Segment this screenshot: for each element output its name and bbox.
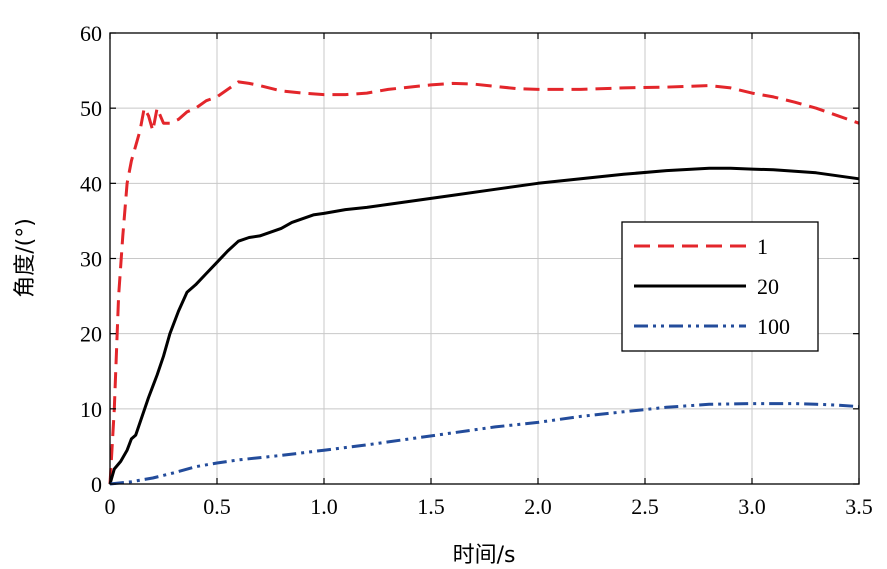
y-tick-label: 60 bbox=[80, 21, 102, 46]
x-axis-title: 时间/s bbox=[453, 543, 516, 568]
x-tick-label: 2.5 bbox=[631, 494, 659, 519]
legend-label-1: 1 bbox=[757, 234, 768, 259]
x-tick-label: 3.5 bbox=[845, 494, 873, 519]
tick-labels: 0 0.5 1.0 1.5 2.0 2.5 3.0 3.5 0 10 20 30 40 50 60 bbox=[80, 21, 873, 519]
y-tick-label: 20 bbox=[80, 322, 102, 347]
x-tick-label: 0.5 bbox=[203, 494, 231, 519]
y-tick-label: 10 bbox=[80, 397, 102, 422]
y-tick-label: 40 bbox=[80, 171, 102, 196]
series-group bbox=[108, 80, 860, 486]
y-tick-label: 50 bbox=[80, 96, 102, 121]
x-tick-label: 1.5 bbox=[417, 494, 445, 519]
legend-label-20: 20 bbox=[757, 274, 779, 299]
y-tick-label: 0 bbox=[91, 472, 102, 497]
legend-label-100: 100 bbox=[757, 314, 790, 339]
series-line-100 bbox=[109, 402, 860, 486]
x-tick-label: 3.0 bbox=[738, 494, 766, 519]
y-tick-label: 30 bbox=[80, 247, 102, 272]
series-line-20 bbox=[108, 166, 860, 485]
x-tick-label: 0 bbox=[105, 494, 116, 519]
x-tick-label: 2.0 bbox=[524, 494, 552, 519]
y-axis-title: 角度/(°) bbox=[13, 218, 38, 298]
legend: 1 20 100 bbox=[621, 221, 819, 352]
grid bbox=[110, 33, 859, 484]
series-line-1 bbox=[108, 80, 860, 485]
ticks bbox=[109, 32, 860, 485]
x-tick-label: 1.0 bbox=[310, 494, 338, 519]
